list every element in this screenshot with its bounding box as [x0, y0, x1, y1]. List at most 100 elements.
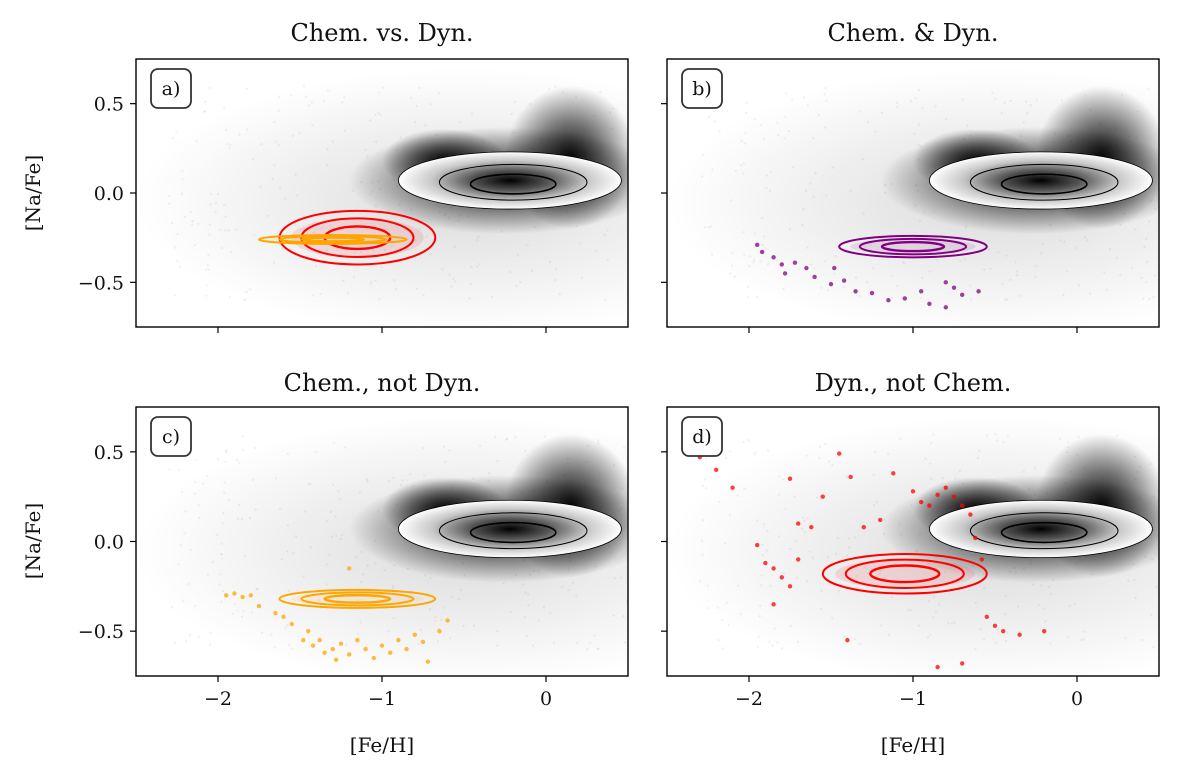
field-star: [225, 128, 228, 132]
field-star: [987, 248, 991, 251]
field-star: [803, 530, 807, 534]
field-star: [298, 131, 301, 134]
field-star: [745, 101, 748, 104]
field-star: [218, 583, 221, 586]
field-star: [237, 461, 241, 465]
field-star: [762, 523, 766, 526]
field-star: [1143, 245, 1146, 249]
field-star: [197, 635, 201, 638]
field-star: [235, 228, 238, 231]
field-star: [789, 624, 792, 628]
panel-tag-box: [681, 416, 723, 457]
field-star: [339, 498, 342, 501]
field-star: [847, 546, 851, 549]
member-star-point: [886, 298, 891, 303]
field-star: [561, 585, 564, 588]
field-star: [890, 296, 894, 299]
field-star: [1062, 293, 1065, 297]
field-star: [945, 118, 948, 121]
field-star: [436, 640, 440, 643]
field-star: [1147, 88, 1150, 91]
field-star: [287, 643, 291, 647]
field-star: [789, 547, 792, 551]
field-star: [837, 590, 841, 593]
field-star: [755, 519, 759, 522]
field-star: [782, 478, 785, 481]
member-star-point: [224, 593, 229, 598]
field-star: [717, 638, 720, 642]
field-star: [1009, 99, 1012, 103]
field-star: [918, 89, 921, 92]
field-star: [223, 229, 227, 232]
member-star-point: [330, 646, 335, 652]
field-star: [991, 91, 994, 94]
field-star: [824, 87, 827, 90]
member-star-point: [853, 289, 858, 294]
field-star: [593, 634, 596, 637]
field-star: [701, 484, 705, 488]
field-star: [531, 644, 535, 647]
field-star: [442, 445, 446, 448]
field-star: [921, 276, 924, 280]
field-star: [1029, 104, 1033, 107]
field-star: [817, 456, 821, 460]
field-star: [519, 281, 522, 284]
field-star: [191, 219, 194, 223]
field-star: [223, 203, 226, 207]
field-star: [392, 476, 395, 480]
field-star: [1119, 273, 1122, 277]
field-star: [1000, 111, 1003, 115]
field-star: [326, 148, 329, 151]
field-star: [766, 449, 770, 452]
field-star: [222, 589, 225, 593]
field-star: [929, 441, 933, 445]
field-star: [1066, 441, 1070, 444]
panel-tag-label: b): [692, 78, 712, 100]
member-star-point: [992, 623, 998, 628]
field-star: [525, 634, 529, 638]
field-star: [1145, 237, 1148, 241]
member-star-point: [771, 602, 776, 607]
field-star: [934, 610, 937, 613]
field-star: [400, 483, 403, 487]
field-star: [733, 275, 736, 278]
field-star: [698, 580, 702, 583]
field-star: [203, 110, 207, 113]
group-contour-line: [844, 558, 965, 589]
field-star: [284, 626, 287, 629]
field-star: [826, 555, 830, 559]
group-density: [850, 238, 976, 255]
field-star: [1115, 256, 1118, 260]
field-star: [1142, 297, 1145, 300]
field-star: [842, 286, 846, 289]
field-star: [241, 448, 245, 452]
field-star: [219, 573, 222, 576]
field-star: [580, 276, 584, 279]
field-star: [879, 569, 882, 573]
field-star: [1005, 298, 1009, 301]
field-star: [846, 554, 849, 557]
field-star: [969, 298, 973, 301]
field-star: [1058, 438, 1062, 441]
group-contour-line: [858, 237, 968, 256]
field-star: [727, 623, 730, 627]
member-star-point: [425, 659, 431, 664]
panel-d: Dyn., not Chem.: [815, 369, 1012, 397]
member-star-point: [310, 643, 316, 648]
field-star: [825, 194, 828, 197]
field-star: [383, 248, 387, 251]
field-star: [548, 260, 552, 264]
field-star: [1004, 298, 1007, 301]
field-star: [193, 243, 197, 247]
panel-a-title: Chem. vs. Dyn.: [290, 19, 473, 47]
field-star: [244, 298, 247, 301]
field-star: [366, 564, 369, 567]
field-star: [1034, 275, 1037, 279]
field-star: [952, 621, 956, 624]
field-star: [243, 554, 247, 557]
field-star: [1004, 639, 1008, 643]
field-star: [378, 298, 381, 301]
member-star-point: [820, 494, 825, 499]
field-star: [354, 555, 358, 559]
member-star-point: [338, 641, 344, 646]
